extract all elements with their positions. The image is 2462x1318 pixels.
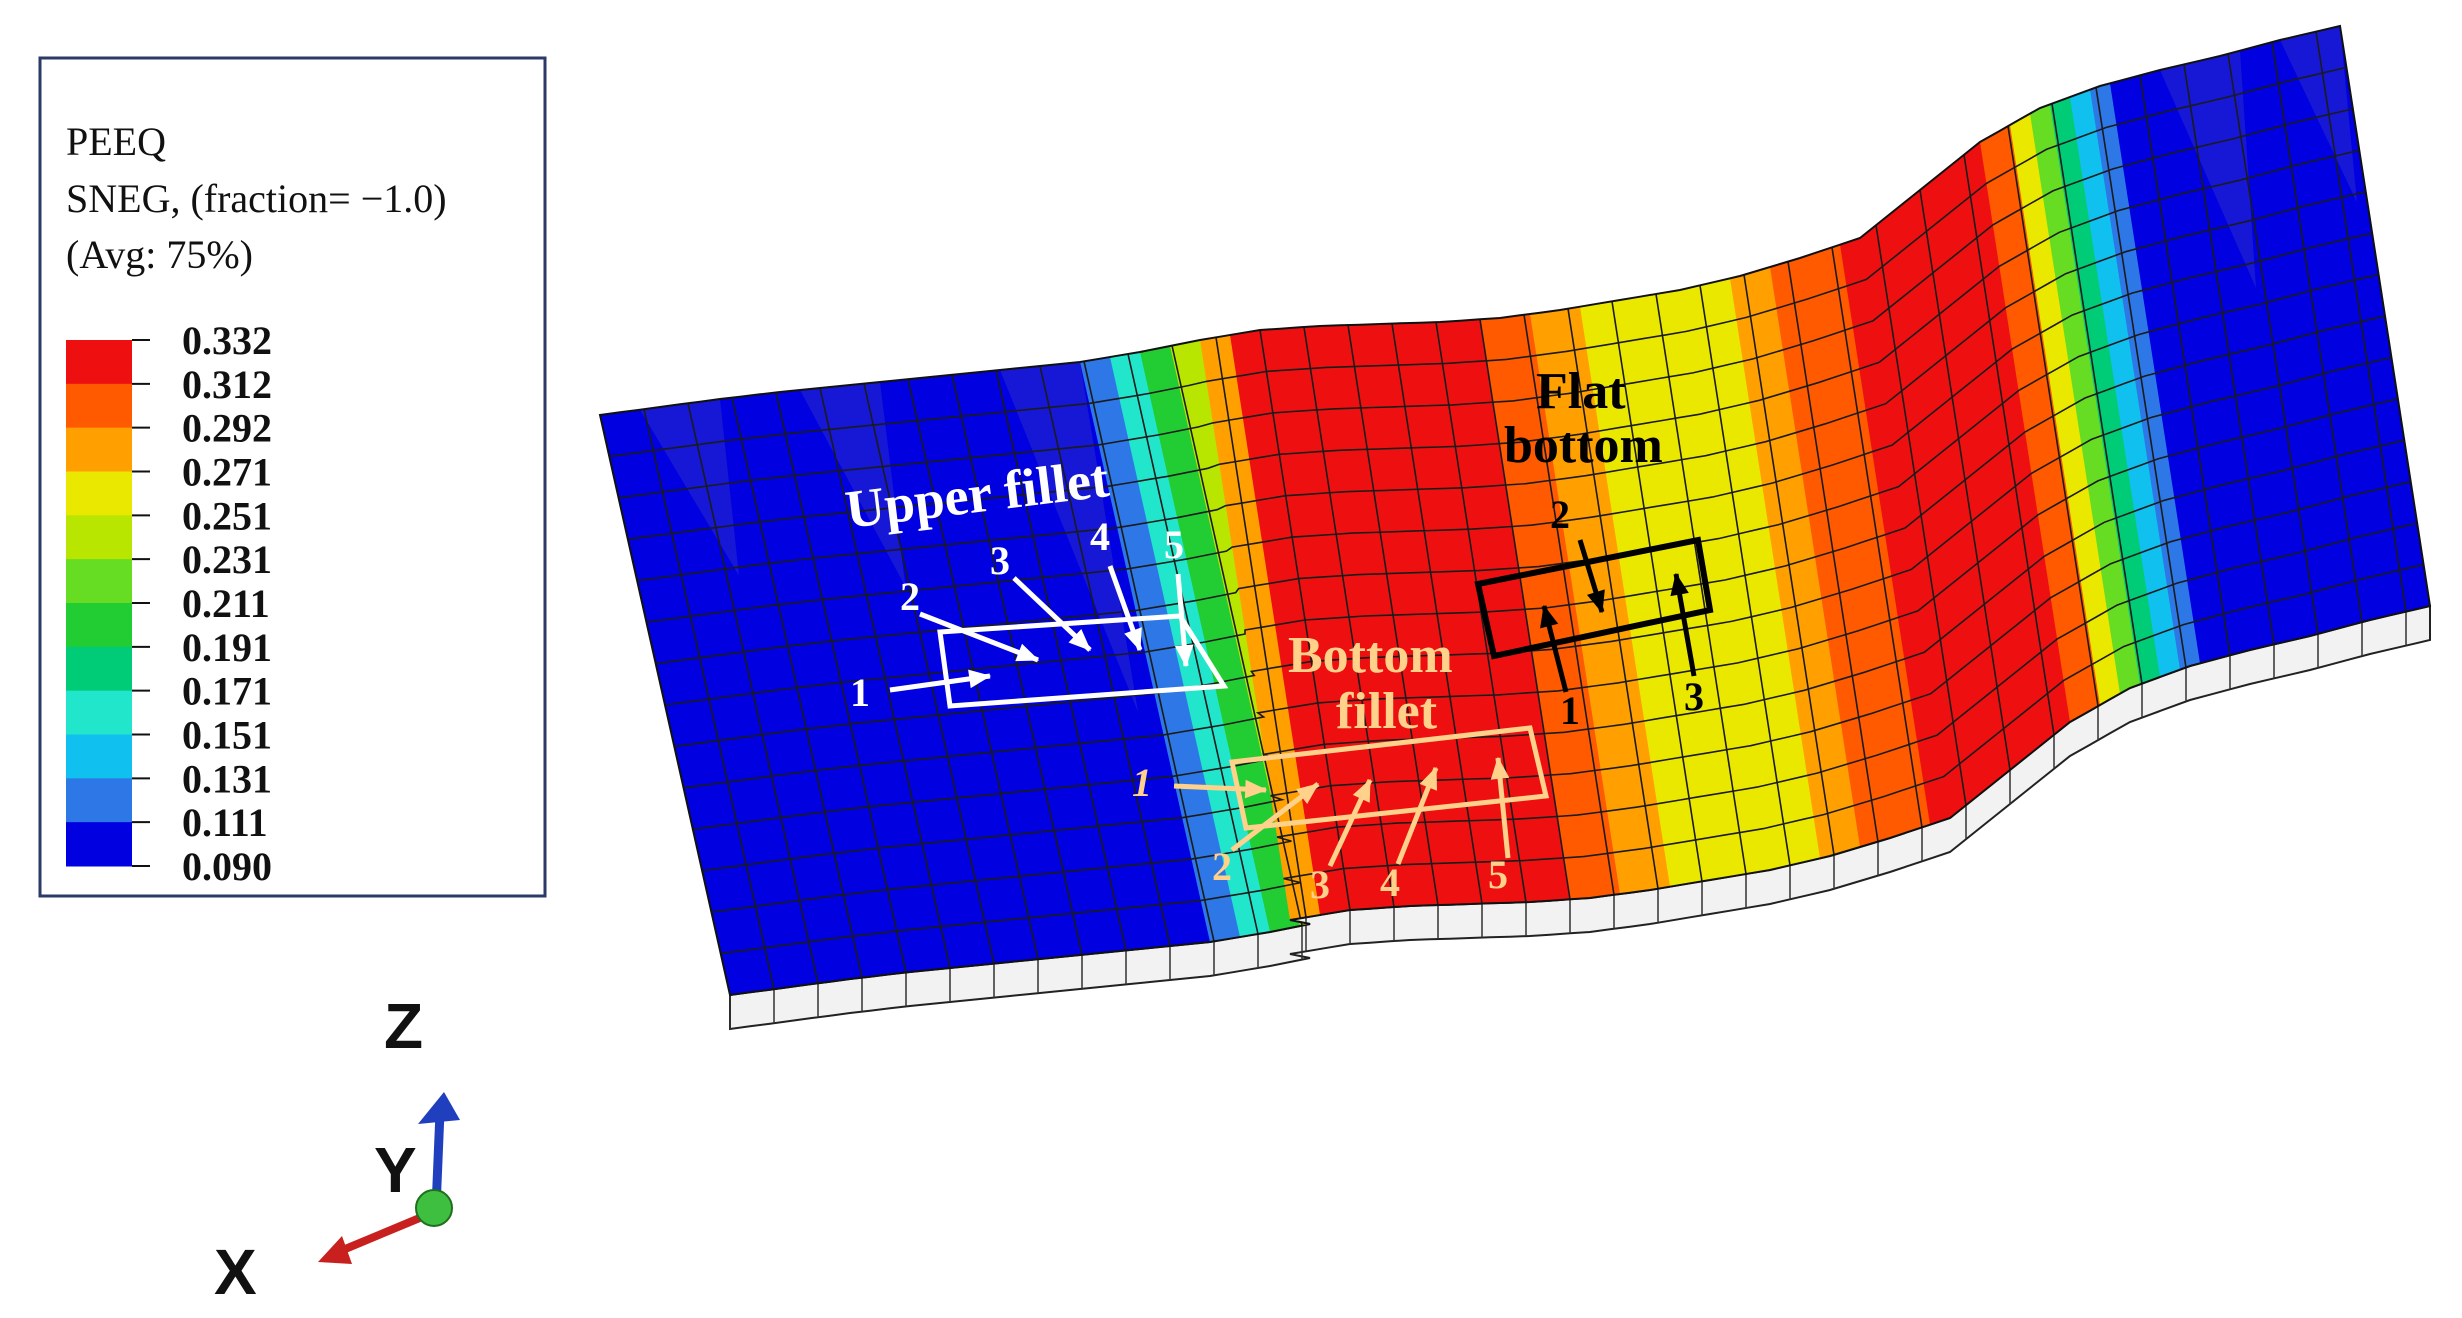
- legend-color-swatch: [66, 734, 132, 779]
- bottom-fillet-arrows: [1173, 756, 1511, 868]
- element-mesh: [600, 31, 2424, 995]
- legend-color-bar: [66, 340, 132, 867]
- legend-tick-label: 0.251: [182, 493, 272, 538]
- flat-bottom-box: [1474, 536, 1714, 660]
- bottom-fillet-point-5-label: 5: [1488, 852, 1508, 897]
- legend-tick-label: 0.191: [182, 625, 272, 670]
- contour-legend: PEEQ SNEG, (fraction= −1.0) (Avg: 75%) 0…: [38, 56, 547, 898]
- bottom-fillet-annotation: Bottom fillet 1 2 3 4 5: [1132, 627, 1550, 907]
- bottom-fillet-label-line-2: fillet: [1336, 683, 1438, 740]
- flat-bottom-point-1-label: 1: [1560, 688, 1580, 733]
- legend-tick-label: 0.292: [182, 406, 272, 451]
- annotation-arrowhead: [1068, 628, 1091, 651]
- legend-title-variable: PEEQ: [66, 119, 166, 164]
- legend-color-swatch: [66, 778, 132, 823]
- z-axis-label: Z: [384, 990, 423, 1062]
- annotation-arrowhead: [1540, 604, 1559, 629]
- annotation-arrowhead: [1124, 627, 1142, 652]
- legend-color-swatch: [66, 559, 132, 604]
- contour-wedge: [800, 382, 906, 587]
- upper-fillet-arrows: [889, 565, 1194, 693]
- legend-color-swatch: [66, 383, 132, 429]
- mesh-line-horizontal: [646, 232, 2373, 623]
- flat-bottom-label-line-1: Flat: [1536, 363, 1626, 420]
- legend-tick-label: 0.171: [182, 669, 272, 714]
- legend-color-swatch: [66, 515, 132, 560]
- bottom-fillet-point-3-label: 3: [1310, 862, 1330, 907]
- mesh-line-horizontal: [683, 398, 2399, 789]
- legend-tick-label: 0.231: [182, 537, 272, 582]
- bottom-fillet-box: [1228, 725, 1550, 831]
- upper-fillet-point-5-label: 5: [1164, 522, 1184, 567]
- x-axis-arrow: [336, 1208, 436, 1256]
- legend-tick-label: 0.312: [182, 362, 272, 407]
- mesh-line-horizontal: [720, 563, 2424, 955]
- mesh-line-horizontal: [618, 108, 2354, 499]
- flat-bottom-point-3-label: 3: [1684, 674, 1704, 719]
- annotation-arrowhead: [1015, 643, 1040, 662]
- z-axis-arrowhead: [418, 1092, 460, 1124]
- annotation-arrowhead: [1352, 778, 1371, 803]
- upper-fillet-point-4-label: 4: [1090, 514, 1110, 559]
- mesh-line-horizontal: [692, 439, 2405, 831]
- legend-tick-label: 0.111: [182, 800, 268, 845]
- deformed-plate: [598, 24, 2432, 1031]
- legend-color-swatch: [66, 340, 132, 385]
- upper-fillet-point-1-label: 1: [850, 670, 870, 715]
- flat-bottom-arrows: [1540, 539, 1697, 693]
- legend-title-section: SNEG, (fraction= −1.0): [66, 176, 447, 221]
- legend-tick-label: 0.332: [182, 318, 272, 363]
- flat-bottom-point-2-label: 2: [1550, 492, 1570, 537]
- x-axis-label: X: [214, 1236, 257, 1308]
- x-axis-arrowhead: [318, 1236, 352, 1264]
- bottom-fillet-label-line-1: Bottom: [1288, 627, 1453, 684]
- mesh-line-horizontal: [711, 522, 2418, 913]
- legend-tick-label: 0.271: [182, 450, 272, 495]
- coordinate-triad: Z Y X: [214, 990, 460, 1308]
- legend-color-swatch: [66, 427, 132, 472]
- legend-title-averaging: (Avg: 75%): [66, 232, 253, 277]
- annotation-arrowhead: [1174, 644, 1194, 668]
- flat-bottom-label-line-2: bottom: [1504, 417, 1663, 474]
- flat-bottom-annotation: Flat bottom 2 1 3: [1474, 363, 1714, 733]
- upper-fillet-point-2-label: 2: [900, 574, 920, 619]
- annotation-arrowhead: [1419, 766, 1438, 791]
- bottom-fillet-point-2-label: 2: [1212, 844, 1232, 889]
- annotation-arrowhead: [1295, 783, 1320, 805]
- legend-tick-label: 0.211: [182, 581, 270, 626]
- annotation-arrowhead: [1587, 589, 1605, 614]
- annotation-arrowhead: [1244, 779, 1268, 799]
- legend-tick-labels: 0.3320.3120.2920.2710.2510.2310.2110.191…: [132, 318, 272, 889]
- mesh-line-horizontal: [609, 66, 2347, 458]
- legend-tick-label: 0.131: [182, 756, 272, 801]
- plate-outline: [598, 24, 2432, 997]
- annotation-arrowhead: [1670, 572, 1689, 597]
- y-axis-label: Y: [374, 1134, 417, 1206]
- contour-wedge: [1000, 362, 1138, 712]
- bottom-fillet-point-1-label: 1: [1132, 760, 1152, 805]
- legend-color-swatch: [66, 471, 132, 516]
- upper-fillet-point-3-label: 3: [990, 538, 1010, 583]
- legend-tick-label: 0.090: [182, 844, 272, 889]
- annotation-arrowhead: [1490, 756, 1510, 780]
- mesh-line-horizontal: [627, 149, 2360, 541]
- y-axis-origin-marker: [415, 1189, 453, 1227]
- mesh-line-horizontal: [636, 190, 2366, 582]
- mesh-line-horizontal: [664, 315, 2386, 706]
- bottom-fillet-point-4-label: 4: [1380, 860, 1400, 905]
- contour-band: [1190, 339, 1320, 922]
- legend-color-swatch: [66, 690, 132, 735]
- contour-wedge: [2160, 50, 2256, 288]
- legend-color-swatch: [66, 646, 132, 692]
- legend-color-swatch: [66, 822, 132, 867]
- legend-tick-label: 0.151: [182, 713, 272, 758]
- legend-color-swatch: [66, 603, 132, 648]
- annotation-arrow: [919, 611, 1039, 663]
- annotation-arrowhead: [968, 669, 992, 689]
